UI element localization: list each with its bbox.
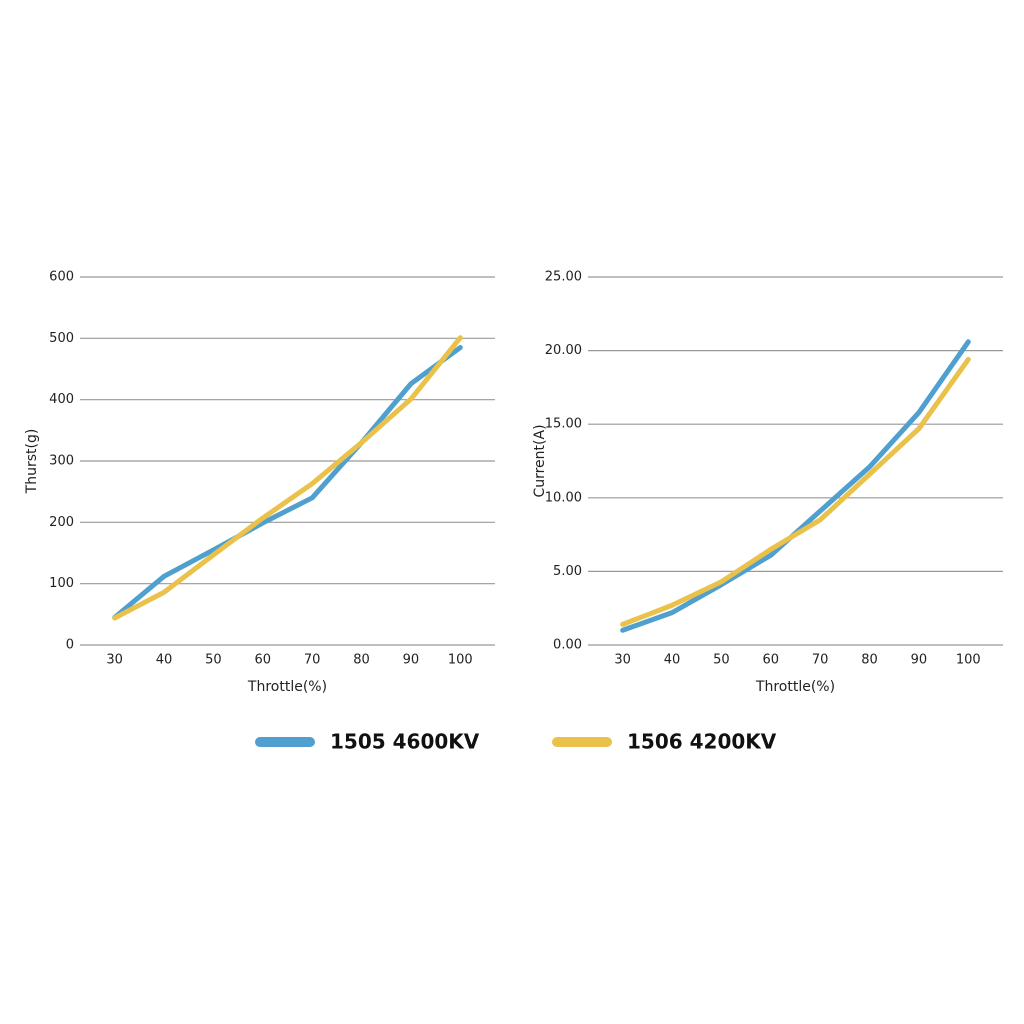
y-tick-label: 20.00 — [545, 343, 582, 358]
y-axis-title: Thurst(g) — [24, 429, 40, 495]
y-tick-label: 25.00 — [545, 270, 582, 285]
x-tick-label: 100 — [956, 653, 981, 668]
legend-label: 1506 4200KV — [627, 730, 777, 754]
y-tick-label: 15.00 — [545, 417, 582, 432]
y-tick-label: 300 — [49, 454, 74, 469]
x-tick-label: 40 — [664, 653, 681, 668]
x-tick-label: 80 — [353, 653, 370, 668]
x-tick-label: 90 — [403, 653, 420, 668]
y-tick-label: 0.00 — [553, 638, 582, 653]
data-line — [620, 356, 971, 627]
x-tick-label: 60 — [255, 653, 272, 668]
x-tick-label: 30 — [106, 653, 123, 668]
x-tick-label: 50 — [713, 653, 730, 668]
x-tick-label: 50 — [205, 653, 222, 668]
x-tick-label: 70 — [304, 653, 321, 668]
data-line — [112, 335, 463, 621]
x-axis-title: Throttle(%) — [755, 679, 835, 695]
x-tick-label: 100 — [448, 653, 473, 668]
y-tick-label: 10.00 — [545, 490, 582, 505]
y-tick-label: 400 — [49, 392, 74, 407]
legend-label: 1505 4600KV — [330, 730, 480, 754]
x-tick-label: 90 — [911, 653, 928, 668]
x-tick-label: 70 — [812, 653, 829, 668]
y-tick-label: 600 — [49, 270, 74, 285]
y-tick-label: 0 — [66, 638, 74, 653]
y-tick-label: 5.00 — [553, 564, 582, 579]
x-tick-label: 80 — [861, 653, 878, 668]
data-line — [112, 345, 463, 620]
x-tick-label: 40 — [156, 653, 173, 668]
data-line — [620, 339, 971, 633]
x-axis-title: Throttle(%) — [247, 679, 327, 695]
y-tick-label: 100 — [49, 576, 74, 591]
y-axis-title: Current(A) — [532, 424, 548, 497]
y-tick-label: 500 — [49, 331, 74, 346]
x-tick-label: 30 — [614, 653, 631, 668]
y-tick-label: 200 — [49, 515, 74, 530]
x-tick-label: 60 — [763, 653, 780, 668]
